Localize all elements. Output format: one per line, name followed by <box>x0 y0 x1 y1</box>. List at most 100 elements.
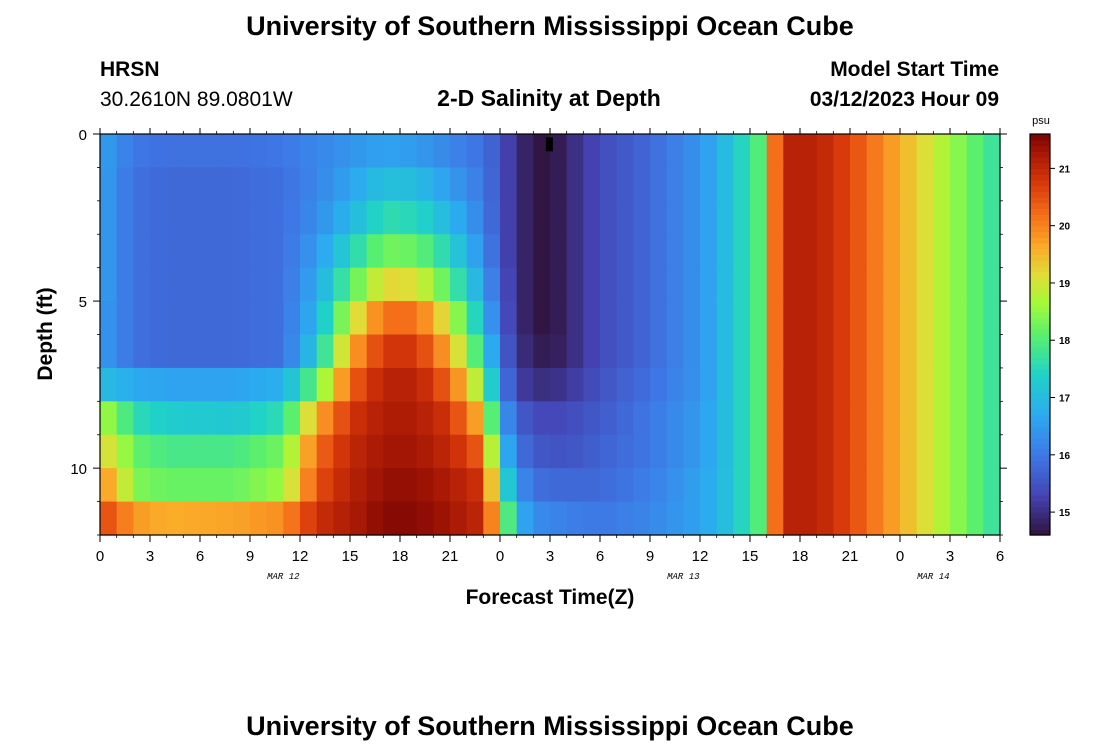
heatmap-cell <box>500 468 518 503</box>
heatmap-cell <box>416 334 434 369</box>
heatmap-cell <box>900 301 918 336</box>
heatmap-cell <box>966 501 984 536</box>
heatmap-cell <box>900 434 918 469</box>
heatmap-cell <box>200 167 218 202</box>
heatmap-cell <box>433 267 451 302</box>
x-tick-label: 6 <box>996 548 1004 565</box>
heatmap-cell <box>833 200 851 235</box>
heatmap-cell <box>316 200 334 235</box>
heatmap-cell <box>183 334 201 369</box>
heatmap-cell <box>500 434 518 469</box>
heatmap-cell <box>733 167 751 202</box>
heatmap-cell <box>916 301 934 336</box>
heatmap-cell <box>350 367 368 402</box>
heatmap-cell <box>633 301 651 336</box>
heatmap-cell <box>366 334 384 369</box>
heatmap-cell <box>483 468 501 503</box>
heatmap-cell <box>250 267 268 302</box>
heatmap-cell <box>933 301 951 336</box>
heatmap-cell <box>933 367 951 402</box>
heatmap-cell <box>433 234 451 269</box>
heatmap-cell <box>350 200 368 235</box>
colorbar-segment <box>1030 323 1050 330</box>
heatmap-cell <box>550 434 568 469</box>
x-axis-label: Forecast Time(Z) <box>466 586 635 609</box>
heatmap-cell <box>916 200 934 235</box>
heatmap-cell <box>900 501 918 536</box>
heatmap-cell <box>933 267 951 302</box>
heatmap-cell <box>833 167 851 202</box>
heatmap-cell <box>500 301 518 336</box>
heatmap-cell <box>433 134 451 169</box>
heatmap-cell <box>583 234 601 269</box>
heatmap-cell <box>533 267 551 302</box>
colorbar-segment <box>1030 380 1050 387</box>
heatmap-cell <box>283 267 301 302</box>
heatmap-cell <box>600 200 618 235</box>
heatmap-cell <box>266 267 284 302</box>
heatmap-cell <box>350 301 368 336</box>
heatmap-cell <box>600 301 618 336</box>
date-label: MAR 14 <box>917 572 949 582</box>
heatmap-cell <box>300 501 318 536</box>
heatmap-cell <box>733 234 751 269</box>
heatmap-cell <box>316 167 334 202</box>
heatmap-cell <box>616 334 634 369</box>
heatmap-cell <box>133 301 151 336</box>
heatmap-cell <box>883 267 901 302</box>
heatmap-cell <box>400 267 418 302</box>
heatmap-cell <box>516 434 534 469</box>
heatmap-cell <box>800 334 818 369</box>
heatmap-cell <box>966 267 984 302</box>
heatmap-cell <box>700 267 718 302</box>
heatmap-cell <box>133 134 151 169</box>
heatmap-cell <box>816 434 834 469</box>
heatmap-cell <box>483 200 501 235</box>
heatmap-cell <box>566 367 584 402</box>
heatmap-cell <box>416 200 434 235</box>
heatmap-cell <box>800 200 818 235</box>
heatmap-cell <box>433 200 451 235</box>
heatmap-cell <box>450 200 468 235</box>
heatmap-cell <box>666 301 684 336</box>
heatmap-cell <box>233 301 251 336</box>
heatmap-cell <box>933 234 951 269</box>
colorbar-segment <box>1030 282 1050 290</box>
heatmap-cell <box>166 134 184 169</box>
heatmap-cell <box>500 200 518 235</box>
heatmap-cell <box>116 200 134 235</box>
heatmap-cell <box>816 334 834 369</box>
heatmap-cell <box>866 334 884 369</box>
heatmap-cell <box>966 334 984 369</box>
heatmap-cell <box>300 267 318 302</box>
x-tick-label: 3 <box>546 548 554 565</box>
heatmap-cell <box>866 434 884 469</box>
heatmap-cell <box>666 134 684 169</box>
heatmap-cell <box>166 334 184 369</box>
heatmap-cell <box>383 334 401 369</box>
heatmap-cell <box>166 267 184 302</box>
heatmap-cell <box>633 234 651 269</box>
heatmap-cell <box>933 468 951 503</box>
heatmap-cell <box>916 134 934 169</box>
heatmap-cell <box>833 367 851 402</box>
heatmap-cell <box>450 334 468 369</box>
heatmap-cell <box>633 501 651 536</box>
heatmap-cell <box>200 468 218 503</box>
heatmap-cell <box>750 434 768 469</box>
colorbar-segment <box>1030 460 1050 467</box>
heatmap-cell <box>900 468 918 503</box>
heatmap-cell <box>816 167 834 202</box>
heatmap-cell <box>466 134 484 169</box>
heatmap-cell <box>533 167 551 202</box>
heatmap-cell <box>650 301 668 336</box>
colorbar-tick-label: 16 <box>1059 451 1071 462</box>
heatmap-cell <box>183 367 201 402</box>
heatmap-cell <box>583 468 601 503</box>
colorbar-tick-label: 19 <box>1059 279 1071 290</box>
colorbar-segment <box>1030 489 1050 496</box>
heatmap-cell <box>916 367 934 402</box>
heatmap-cell <box>700 401 718 436</box>
chart-title: 2-D Salinity at Depth <box>437 85 661 111</box>
heatmap-cell <box>333 367 351 402</box>
